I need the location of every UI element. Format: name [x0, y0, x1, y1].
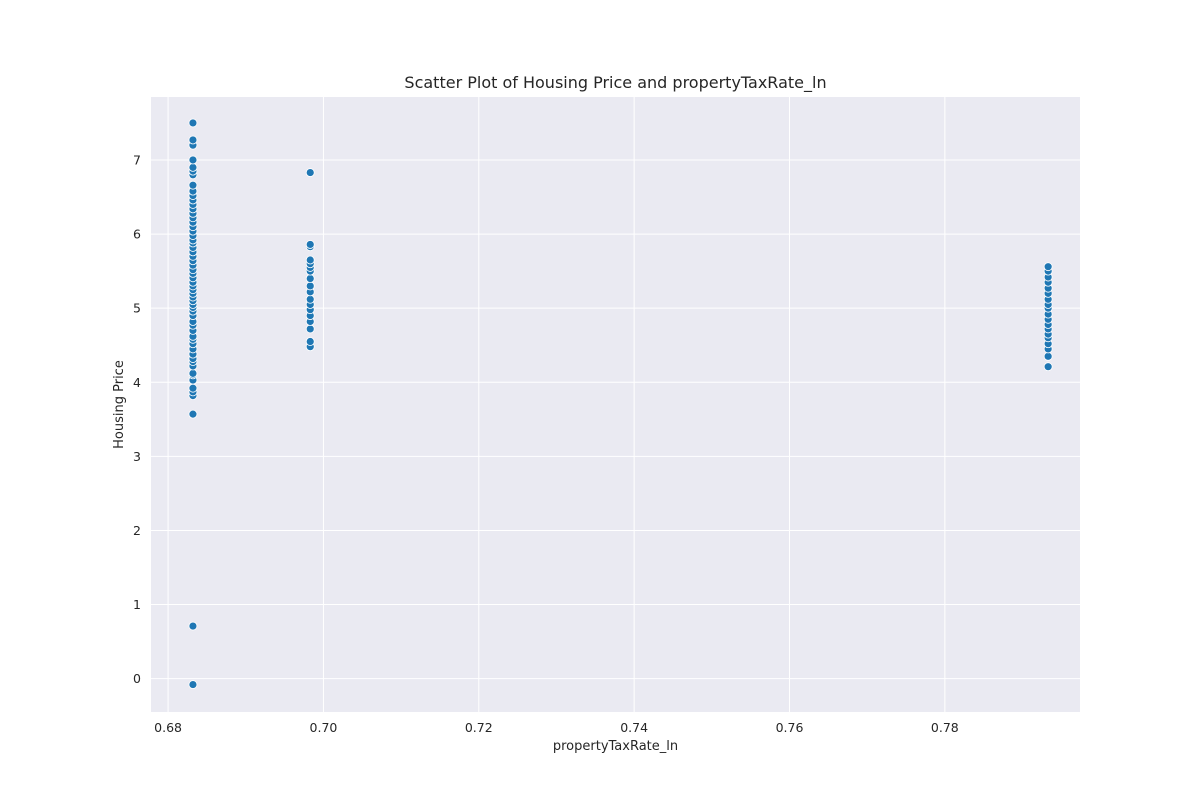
x-tick-label: 0.68 — [154, 720, 182, 735]
x-ticks: 0.68 0.70 0.72 0.74 0.76 0.78 — [154, 720, 959, 735]
data-point — [188, 680, 198, 689]
data-points — [188, 118, 1053, 689]
data-point — [188, 135, 198, 145]
y-ticks: 0 1 2 3 4 5 6 7 — [133, 152, 141, 686]
y-tick-label: 0 — [133, 671, 141, 686]
data-point — [305, 168, 315, 177]
y-axis-label: Housing Price — [112, 360, 127, 449]
data-point — [188, 383, 198, 393]
x-tick-label: 0.70 — [310, 720, 338, 735]
data-point — [305, 281, 315, 291]
x-tick-label: 0.76 — [776, 720, 804, 735]
y-tick-label: 4 — [133, 375, 141, 390]
data-point — [188, 621, 198, 631]
y-tick-label: 7 — [133, 152, 141, 167]
data-point — [188, 155, 198, 165]
data-point — [305, 337, 315, 346]
y-tick-label: 3 — [133, 449, 141, 464]
data-point — [188, 162, 198, 172]
data-point — [1043, 351, 1053, 361]
data-point — [305, 324, 315, 334]
x-tick-label: 0.78 — [931, 720, 959, 735]
y-tick-label: 6 — [133, 227, 141, 242]
grid-lines — [151, 97, 1080, 712]
data-point — [305, 274, 315, 283]
x-tick-label: 0.72 — [465, 720, 493, 735]
data-point — [188, 409, 198, 419]
x-axis-label: propertyTaxRate_ln — [553, 739, 678, 754]
y-tick-label: 2 — [133, 523, 141, 538]
data-point — [188, 180, 198, 190]
plot-area — [151, 97, 1080, 712]
data-point — [1043, 362, 1053, 372]
x-tick-label: 0.74 — [620, 720, 648, 735]
data-point — [305, 255, 315, 265]
data-point — [305, 294, 315, 304]
data-point — [305, 240, 315, 249]
chart-title: Scatter Plot of Housing Price and proper… — [404, 73, 826, 93]
data-point — [1043, 262, 1053, 272]
data-point — [188, 368, 198, 378]
y-tick-label: 5 — [133, 301, 141, 316]
y-tick-label: 1 — [133, 597, 141, 612]
data-point — [188, 118, 198, 128]
